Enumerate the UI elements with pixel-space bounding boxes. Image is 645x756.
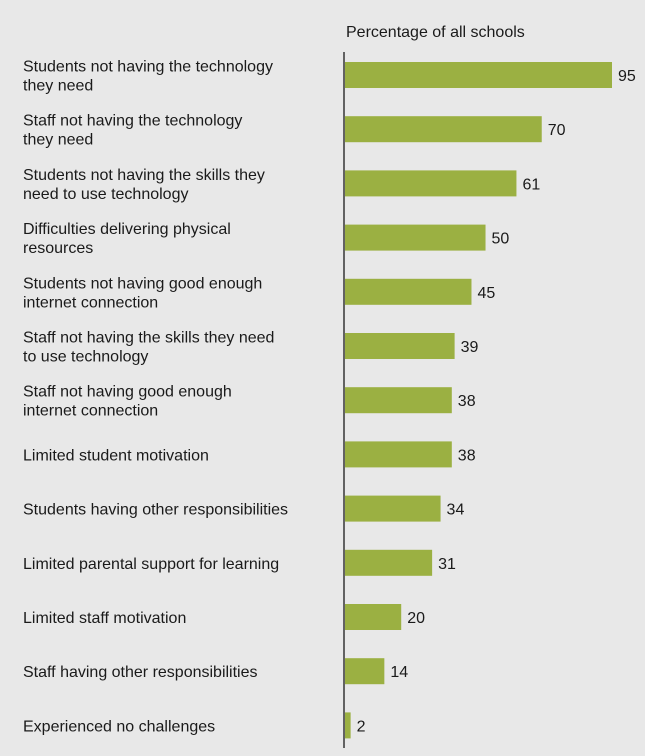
category-label: Students not having the skills they need … (23, 167, 265, 203)
bar (345, 170, 517, 197)
category-label-line: they need (23, 132, 93, 149)
bar (345, 658, 385, 685)
category-label-line: internet connection (23, 403, 158, 420)
category-label-line: Limited parental support for learning (23, 556, 279, 573)
category-label-line: resources (23, 240, 93, 257)
category-label-line: Students having other responsibilities (23, 502, 288, 519)
bar (345, 116, 542, 143)
category-label: Staff having other responsibilities (23, 664, 258, 681)
bars-group: 95 Students not having the technology they… (23, 59, 636, 739)
value-label: 31 (438, 556, 456, 573)
category-label: Limited student motivation (23, 447, 209, 464)
value-label: 20 (407, 610, 425, 627)
bar (345, 62, 612, 88)
category-label-line: internet connection (23, 294, 158, 311)
bar (345, 224, 486, 251)
category-label-line: Staff having other responsibilities (23, 664, 258, 681)
category-label-line: Difficulties delivering physical (23, 221, 231, 238)
value-label: 2 (357, 718, 366, 735)
value-label: 34 (447, 502, 465, 519)
bar (345, 712, 351, 739)
category-label-line: Limited staff motivation (23, 610, 186, 627)
bar (345, 333, 455, 359)
bar (345, 387, 452, 414)
bar (345, 495, 441, 522)
category-label-line: Staff not having the technology (23, 113, 242, 130)
category-label: Limited staff motivation (23, 610, 186, 627)
value-label: 39 (461, 339, 479, 356)
category-label: Staff not having the skills they need to … (23, 330, 274, 366)
category-label: Limited parental support for learning (23, 556, 279, 573)
bar (345, 278, 472, 305)
category-label-line: Staff not having good enough (23, 384, 232, 401)
bar (345, 441, 452, 468)
category-label-line: Students not having good enough (23, 275, 262, 292)
value-label: 38 (458, 393, 476, 410)
category-label-line: need to use technology (23, 186, 188, 203)
value-label: 50 (492, 231, 510, 248)
category-label-line: to use technology (23, 349, 148, 366)
category-label: Staff not having the technology they need (23, 113, 242, 149)
bar (345, 549, 433, 576)
category-label: Students not having good enough internet … (23, 275, 262, 311)
value-label: 70 (548, 122, 566, 139)
category-label: Students not having the technology they n… (23, 59, 273, 95)
category-label: Students having other responsibilities (23, 502, 288, 519)
axis-title: Percentage of all schools (346, 24, 525, 41)
value-label: 45 (477, 285, 495, 302)
value-label: 38 (458, 447, 476, 464)
category-label-line: Students not having the technology (23, 59, 273, 76)
category-label-line: Students not having the skills they (23, 167, 265, 184)
category-label-line: Staff not having the skills they need (23, 330, 274, 347)
category-label-line: Experienced no challenges (23, 718, 215, 735)
category-label-line: Limited student motivation (23, 447, 209, 464)
category-label-line: they need (23, 78, 93, 95)
value-label: 61 (522, 176, 540, 193)
category-label: Experienced no challenges (23, 718, 215, 735)
category-label: Difficulties delivering physical resource… (23, 221, 231, 257)
bar (345, 604, 402, 630)
category-label: Staff not having good enough internet con… (23, 384, 232, 420)
value-label: 14 (390, 664, 408, 681)
value-label: 95 (618, 68, 636, 85)
